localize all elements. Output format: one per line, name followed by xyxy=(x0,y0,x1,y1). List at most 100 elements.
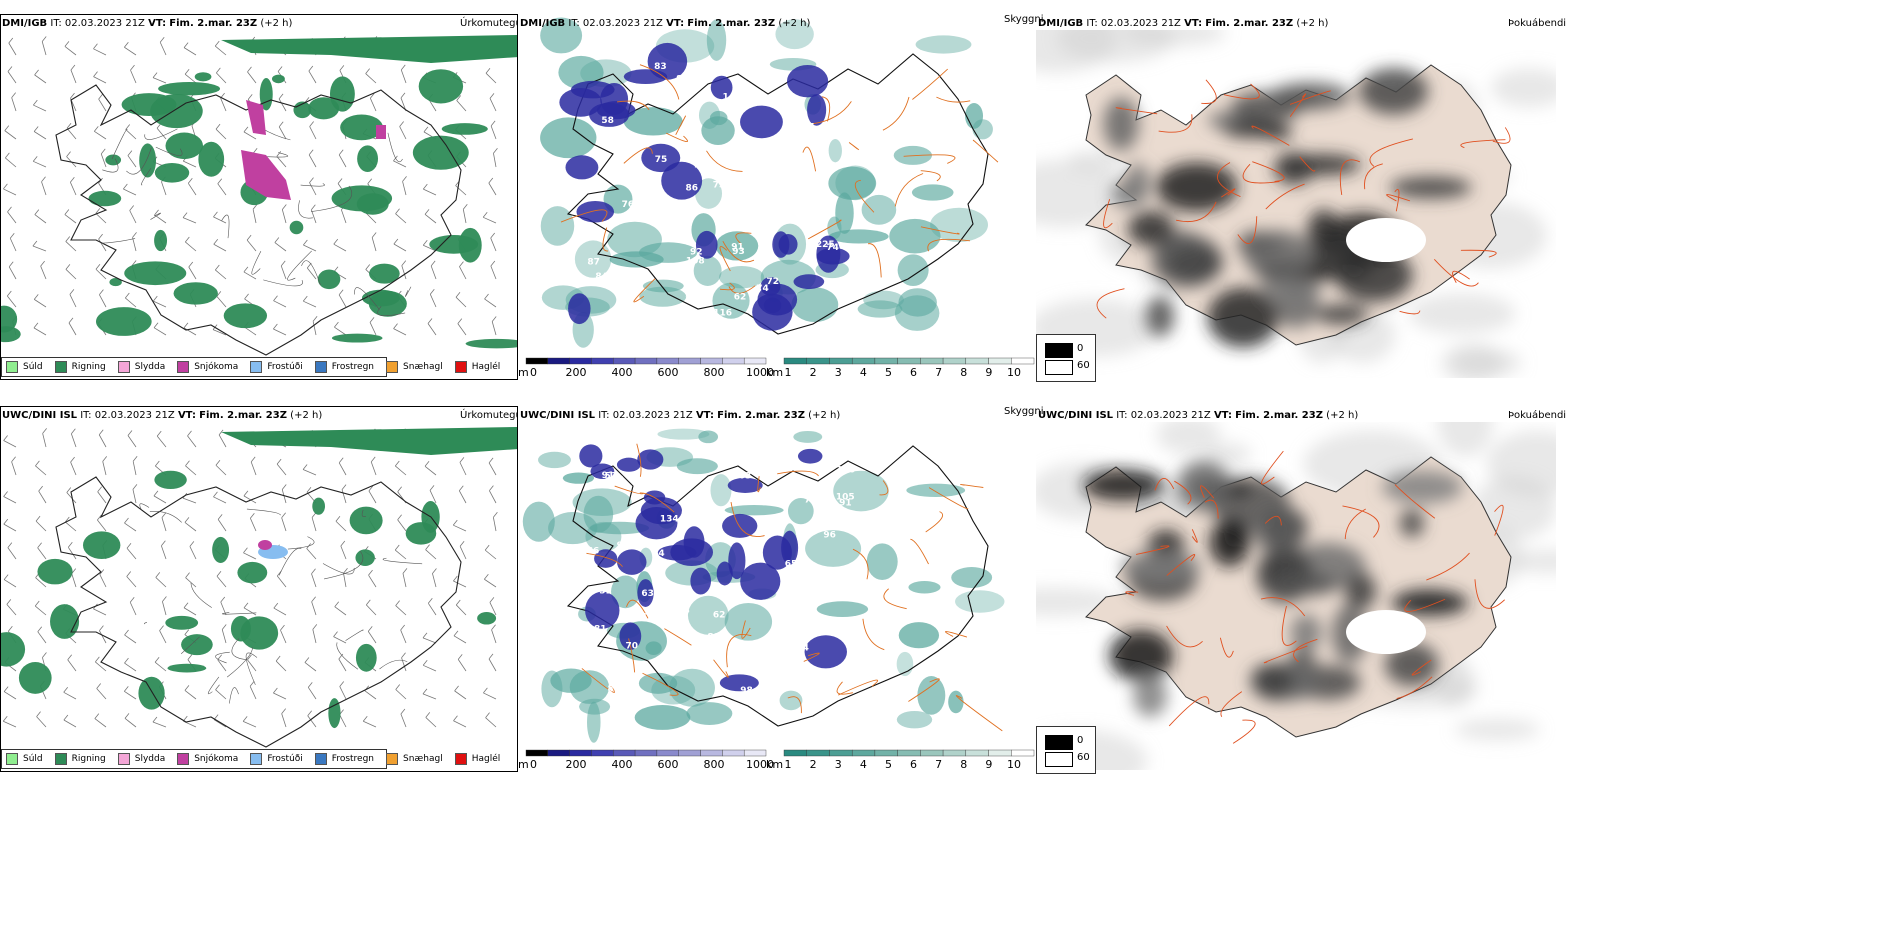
fog-legend-row1: 0 60 xyxy=(1036,334,1096,382)
ceiling-value-label: 92 xyxy=(690,247,703,257)
legend-swatch xyxy=(454,753,467,765)
legend-swatch xyxy=(386,361,399,373)
legend-label: Rigning xyxy=(71,754,106,764)
visibility-map-row2: 130 98 57 44 51 85 70 53 74 65 62 81 99 79 105 103 64 83 8… xyxy=(522,428,1005,743)
ceiling-value-label: 91 xyxy=(731,242,744,252)
ceiling-value-label: 57 xyxy=(834,508,847,518)
legend-label: Slydda xyxy=(134,362,166,372)
visibility-tick: 2 xyxy=(810,366,817,379)
ceiling-value-label: 91 xyxy=(839,498,852,508)
terrain-lines xyxy=(101,121,412,317)
visibility-tick: 9 xyxy=(985,366,992,379)
legend-label: Snjókoma xyxy=(194,754,239,764)
visibility-tick: 1 xyxy=(785,758,792,771)
ceiling-value-label: 130 xyxy=(836,465,855,475)
snow-area xyxy=(258,540,272,550)
ceiling-tick: 200 xyxy=(566,758,587,771)
ceiling-value-label: 177 xyxy=(694,160,713,170)
legend-label: Snæhagl xyxy=(403,362,443,372)
ceiling-value-label: 91 xyxy=(602,471,615,481)
legend-label: Súld xyxy=(23,754,43,764)
ceiling-value-label: 74 xyxy=(826,243,839,253)
legend-item: Haglél xyxy=(454,753,500,765)
legend-item: Súld xyxy=(6,361,43,373)
road-network xyxy=(1096,79,1511,319)
precip-legend-row2: Súld Rigning Slydda Snjókoma Frostúði Frostre… xyxy=(1,749,500,769)
ceiling-value-label: 89 xyxy=(707,632,720,642)
ceiling-value-label: 105 xyxy=(761,139,780,149)
ceiling-value-label: 77 xyxy=(748,198,761,208)
precip-product-row2: Úrkomutegund xyxy=(460,410,535,421)
ceiling-value-label: 80 xyxy=(599,136,612,146)
ceiling-unit: m xyxy=(518,366,529,379)
visibility-unit: km xyxy=(766,758,783,771)
coastline xyxy=(566,445,989,727)
ceiling-value-label: 64 xyxy=(652,549,665,559)
legend-swatch xyxy=(6,753,18,765)
fog-free-area xyxy=(1346,218,1426,262)
ceiling-value-label: 99 xyxy=(611,475,624,485)
fog-swatch-0 xyxy=(1045,343,1073,358)
legend-item: Frostúði xyxy=(250,361,303,373)
ceiling-value-label: 96 xyxy=(823,531,836,541)
ceiling-value-label: 89 xyxy=(839,295,852,305)
legend-swatch xyxy=(386,753,399,765)
legend-swatch xyxy=(314,753,327,765)
fog-product-row1: Þokuábendi xyxy=(1508,18,1567,29)
visibility-tick: 5 xyxy=(885,758,892,771)
visibility-tick: 4 xyxy=(860,366,867,379)
fog-header-row1: DMI/IGB IT: 02.03.2023 21Z VT: Fim. 2.ma… xyxy=(1038,18,1329,29)
ceiling-tick: 600 xyxy=(658,758,679,771)
ceiling-value-label: 116 xyxy=(713,309,732,319)
precip-header-row1: DMI/IGB IT: 02.03.2023 21Z VT: Fim. 2.ma… xyxy=(2,18,293,29)
fog-header-row2: UWC/DINI ISL IT: 02.03.2023 21Z VT: Fim.… xyxy=(1038,410,1359,421)
legend-swatch xyxy=(177,361,190,373)
ceiling-tick: 0 xyxy=(530,366,537,379)
ceiling-value-label: 76 xyxy=(622,200,635,210)
ceiling-value-label: 225 xyxy=(816,240,835,250)
visibility-tick: 10 xyxy=(1007,758,1021,771)
visibility-tick: 7 xyxy=(935,366,942,379)
ceiling-tick: 400 xyxy=(612,758,633,771)
snow-area xyxy=(376,125,386,139)
ceiling-value-label: 67 xyxy=(717,145,730,155)
fog-swatch-0 xyxy=(1045,735,1073,750)
low-ceiling-areas xyxy=(559,42,850,331)
legend-item: Snæhagl xyxy=(386,361,443,373)
ceiling-value-label: 44 xyxy=(584,638,597,648)
ceiling-colorbar: m 0 200 400 600 800 1000 xyxy=(518,357,774,379)
coastline xyxy=(55,84,462,356)
visibility-colorbar: km 1 2 3 4 5 6 7 8 9 10 xyxy=(766,357,1035,379)
visibility-map-row1: 74 80 62 86 67 58 93 73 74 116 82 108 110 177 225 87 84 7… xyxy=(540,17,999,348)
legend-label: Súld xyxy=(23,362,43,372)
rain-areas xyxy=(1,35,517,349)
legend-label: Frostúði xyxy=(267,362,303,372)
fog-swatch-60 xyxy=(1045,360,1073,375)
fog-label-60: 60 xyxy=(1077,360,1090,371)
legend-label: Frostregn xyxy=(331,362,375,372)
ceiling-value-label: 51 xyxy=(599,586,612,596)
ceiling-value-label: 96 xyxy=(617,541,630,551)
low-visibility-areas xyxy=(540,17,993,348)
fog-map-row2 xyxy=(1036,422,1556,770)
fog-index-dark-areas xyxy=(1082,460,1469,718)
fog-swatch-60 xyxy=(1045,752,1073,767)
ceiling-value-label: 84 xyxy=(595,272,608,282)
precip-map-row2 xyxy=(1,427,517,748)
precip-product-row1: Úrkomutegund xyxy=(460,18,535,29)
visibility-tick: 3 xyxy=(835,758,842,771)
visibility-panel-row1: 74 80 62 86 67 58 93 73 74 116 82 108 110 177 225 87 84 7… xyxy=(518,14,1036,360)
fog-label-0: 0 xyxy=(1077,343,1084,354)
visibility-header-row2: UWC/DINI ISL IT: 02.03.2023 21Z VT: Fim.… xyxy=(520,410,841,421)
ceiling-value-label: 86 xyxy=(685,183,698,193)
ceiling-value-label: 150 xyxy=(741,93,760,103)
ceiling-value-label: 93 xyxy=(732,247,745,257)
legend-item: Frostregn xyxy=(314,753,375,765)
legend-label: Frostregn xyxy=(331,754,375,764)
ceiling-value-label: 108 xyxy=(686,257,705,267)
ceiling-tick: 0 xyxy=(530,758,537,771)
legend-item: Rigning xyxy=(54,753,106,765)
legend-item: Slydda xyxy=(117,753,165,765)
legend-swatch xyxy=(6,361,18,373)
